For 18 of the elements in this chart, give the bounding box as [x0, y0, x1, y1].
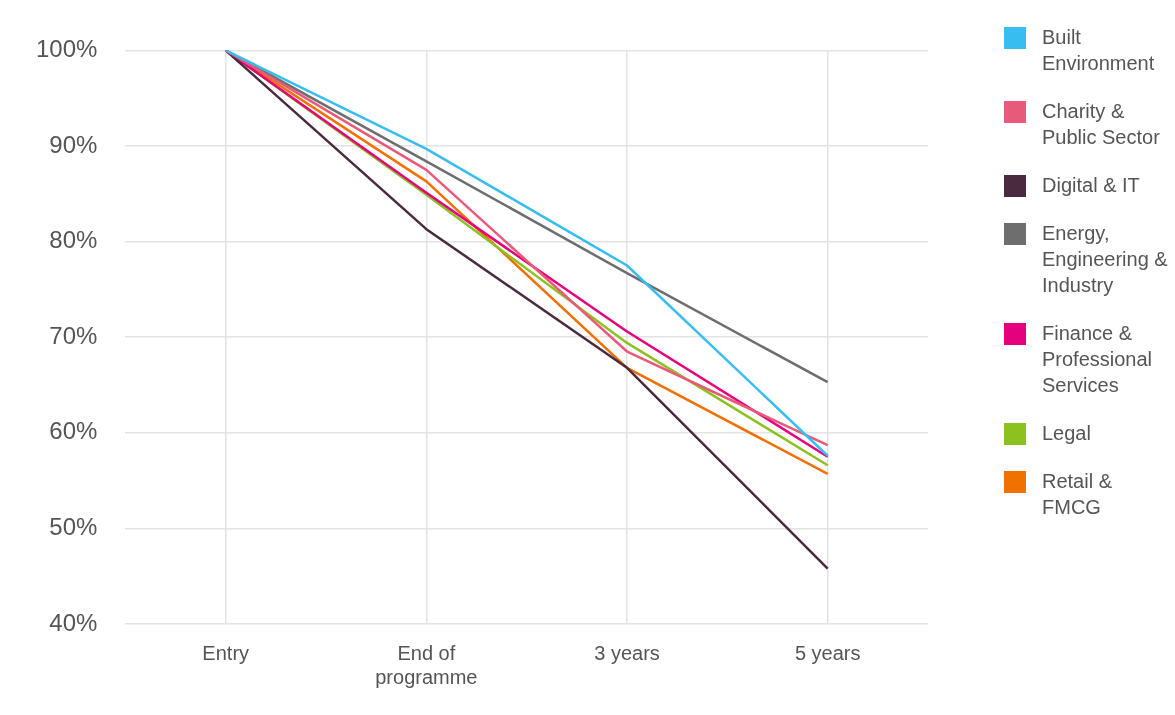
legend-label: Charity & Public Sector	[1042, 99, 1160, 150]
legend-label: Built Environment	[1042, 25, 1155, 76]
y-tick-label: 40%	[49, 608, 98, 636]
x-tick-label: 3 years	[594, 641, 660, 664]
y-tick-label: 50%	[49, 513, 98, 541]
y-tick-label: 60%	[49, 417, 98, 445]
x-tick-label: Entry	[202, 641, 250, 664]
y-tick-label: 90%	[49, 130, 98, 158]
legend-label: Retail & FMCG	[1042, 469, 1114, 520]
y-tick-label: 80%	[49, 226, 98, 254]
legend-label: Digital & IT	[1042, 173, 1140, 198]
y-tick-label: 100%	[35, 35, 98, 63]
x-tick-label: 5 years	[794, 641, 861, 664]
legend-label: Finance & Professional Services	[1042, 321, 1153, 398]
x-tick-label: End of programme	[375, 641, 478, 688]
legend-label: Legal	[1042, 421, 1091, 446]
y-tick-label: 70%	[49, 321, 98, 349]
legend-label: Energy, Engineering & Industry	[1042, 221, 1168, 298]
